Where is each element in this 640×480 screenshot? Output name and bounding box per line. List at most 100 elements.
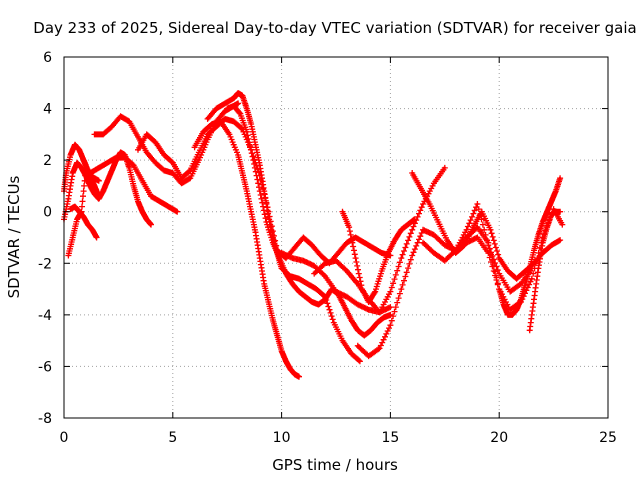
data-point	[280, 349, 283, 353]
data-point	[210, 122, 214, 126]
data-point	[249, 122, 253, 126]
x-tick-label: 0	[60, 430, 69, 446]
data-point	[432, 182, 436, 185]
data-point	[554, 210, 557, 213]
data-point	[528, 329, 531, 332]
data-point	[428, 202, 431, 206]
data-point	[245, 107, 248, 110]
data-point	[356, 344, 359, 347]
data-point	[297, 375, 301, 378]
data-point	[341, 339, 344, 342]
data-point	[91, 228, 94, 231]
data-point	[356, 303, 359, 306]
data-point	[393, 238, 396, 242]
data-point	[380, 269, 383, 273]
data-point	[310, 244, 314, 247]
data-point	[363, 334, 366, 337]
data-point	[215, 107, 218, 110]
data-point	[149, 223, 153, 226]
data-point	[106, 179, 109, 182]
data-point	[123, 156, 127, 159]
series-markers	[354, 201, 535, 360]
data-point	[154, 161, 157, 164]
data-point	[550, 244, 553, 247]
data-point	[345, 241, 349, 244]
data-point	[334, 290, 338, 293]
data-point	[341, 210, 344, 213]
data-point	[343, 305, 346, 309]
data-point	[267, 215, 270, 219]
data-point	[541, 241, 544, 244]
data-point	[400, 256, 403, 260]
data-point	[537, 233, 540, 237]
data-point	[421, 202, 425, 206]
data-point	[189, 169, 192, 172]
data-point	[537, 267, 540, 270]
data-point	[97, 179, 101, 182]
data-point	[289, 367, 292, 371]
data-point	[82, 215, 85, 219]
data-point	[421, 241, 425, 244]
data-point	[519, 282, 523, 286]
data-point	[162, 169, 166, 172]
x-tick-label: 25	[599, 430, 617, 446]
data-point	[262, 189, 266, 193]
data-point	[141, 179, 144, 182]
data-point	[291, 282, 294, 286]
series-17	[463, 175, 564, 318]
grid	[64, 57, 608, 418]
data-point	[508, 290, 512, 293]
data-point	[476, 236, 479, 239]
data-point	[480, 210, 483, 213]
data-point	[419, 187, 423, 190]
data-point	[297, 290, 301, 293]
data-point	[110, 125, 114, 128]
data-point	[323, 274, 327, 278]
data-point	[284, 360, 288, 363]
y-tick-label: 2	[43, 153, 52, 169]
data-point	[67, 254, 70, 257]
data-point	[226, 107, 229, 110]
data-point	[67, 197, 70, 201]
data-point	[245, 130, 248, 133]
x-tick-label: 20	[490, 430, 508, 446]
data-point	[443, 259, 446, 262]
data-point	[86, 223, 90, 226]
data-point	[254, 143, 257, 146]
data-point	[319, 254, 322, 257]
y-tick-label: -8	[38, 411, 52, 427]
data-point	[180, 182, 183, 185]
data-point	[541, 220, 544, 224]
data-point	[276, 334, 279, 337]
data-point	[78, 148, 81, 152]
data-point	[97, 197, 101, 201]
series-11	[278, 250, 394, 316]
data-point	[519, 298, 523, 301]
data-point	[101, 189, 105, 193]
data-point	[487, 241, 490, 244]
data-point	[511, 313, 514, 317]
data-point	[128, 120, 131, 123]
plot-area	[61, 90, 566, 380]
data-point	[476, 202, 479, 206]
data-point	[410, 171, 414, 175]
data-point	[280, 251, 283, 255]
data-point	[69, 153, 72, 157]
data-point	[73, 143, 77, 146]
data-point	[223, 109, 227, 113]
data-point	[532, 249, 536, 252]
y-axis-title: SDTVAR / TECUs	[5, 175, 23, 298]
data-point	[550, 213, 553, 216]
data-point	[471, 225, 475, 229]
data-point	[93, 192, 96, 195]
data-point	[445, 238, 449, 242]
data-point	[78, 210, 81, 213]
data-point	[175, 210, 179, 213]
data-point	[128, 166, 131, 170]
series-6	[91, 100, 242, 187]
data-point	[145, 218, 148, 221]
data-point	[141, 210, 144, 213]
series-18	[526, 208, 564, 334]
data-point	[258, 164, 262, 167]
